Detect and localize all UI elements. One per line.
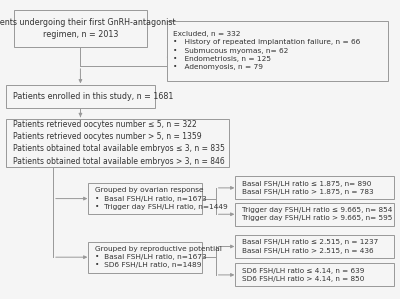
FancyBboxPatch shape bbox=[235, 176, 394, 199]
FancyBboxPatch shape bbox=[235, 203, 394, 226]
Text: Trigger day FSH/LH ratio ≤ 9.665, n= 854
Trigger day FSH/LH ratio > 9.665, n= 59: Trigger day FSH/LH ratio ≤ 9.665, n= 854… bbox=[242, 207, 392, 221]
Text: Patients undergoing their first GnRH-antagonist
regimen, n = 2013: Patients undergoing their first GnRH-ant… bbox=[0, 18, 176, 39]
FancyBboxPatch shape bbox=[235, 263, 394, 286]
FancyBboxPatch shape bbox=[6, 85, 155, 109]
FancyBboxPatch shape bbox=[167, 21, 388, 81]
Text: SD6 FSH/LH ratio ≤ 4.14, n = 639
SD6 FSH/LH ratio > 4.14, n = 850: SD6 FSH/LH ratio ≤ 4.14, n = 639 SD6 FSH… bbox=[242, 268, 364, 282]
FancyBboxPatch shape bbox=[235, 235, 394, 258]
Text: Basal FSH/LH ratio ≤ 2.515, n = 1237
Basal FSH/LH ratio > 2.515, n = 436: Basal FSH/LH ratio ≤ 2.515, n = 1237 Bas… bbox=[242, 239, 378, 254]
FancyBboxPatch shape bbox=[88, 183, 202, 214]
FancyBboxPatch shape bbox=[88, 242, 202, 273]
FancyBboxPatch shape bbox=[14, 10, 147, 47]
Text: Patients enrolled in this study, n = 1681: Patients enrolled in this study, n = 168… bbox=[13, 92, 173, 101]
Text: Grouped by ovarian response
•  Basal FSH/LH ratio, n=1673
•  Trigger day FSH/LH : Grouped by ovarian response • Basal FSH/… bbox=[95, 187, 228, 210]
Text: Patients retrieved oocytes number ≤ 5, n = 322
Patients retrieved oocytes number: Patients retrieved oocytes number ≤ 5, n… bbox=[13, 120, 224, 166]
Text: Basal FSH/LH ratio ≤ 1.875, n= 890
Basal FSH/LH ratio > 1.875, n = 783: Basal FSH/LH ratio ≤ 1.875, n= 890 Basal… bbox=[242, 181, 374, 195]
FancyBboxPatch shape bbox=[6, 119, 230, 167]
Text: Excluded, n = 332
•   History of repeated implantation failure, n = 66
•   Submu: Excluded, n = 332 • History of repeated … bbox=[173, 31, 360, 70]
Text: Grouped by reproductive potential
•  Basal FSH/LH ratio, n=1673
•  SD6 FSH/LH ra: Grouped by reproductive potential • Basa… bbox=[95, 246, 222, 269]
